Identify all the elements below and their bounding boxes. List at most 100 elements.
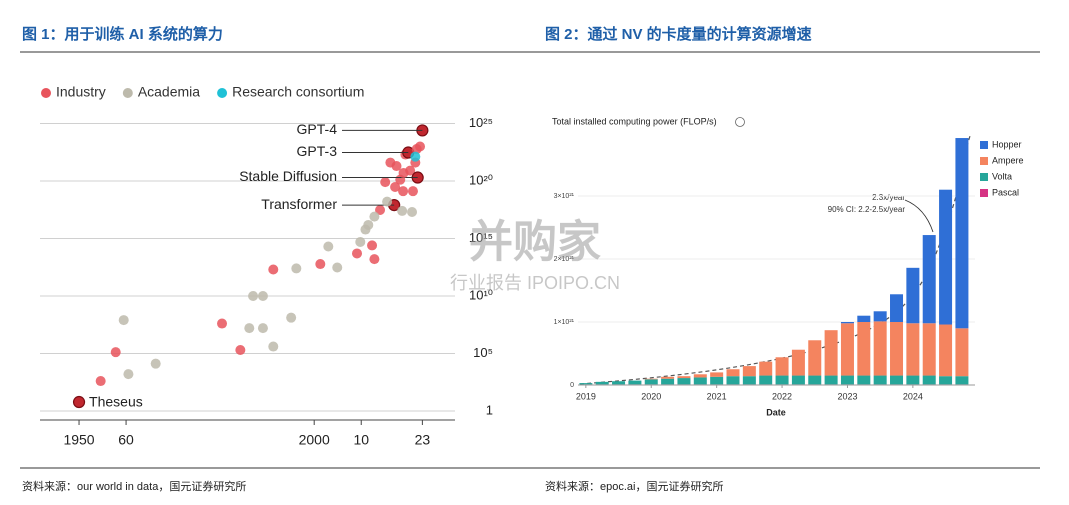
legend-swatch — [980, 141, 988, 149]
bar-segment — [922, 235, 936, 324]
y-tick-label: 1 — [486, 402, 493, 417]
legend-label: Ampere — [992, 155, 1024, 165]
point — [123, 369, 134, 380]
point — [351, 248, 362, 259]
bar-segment — [873, 321, 887, 376]
watermark-text: 并购家 — [469, 218, 601, 267]
point — [257, 323, 268, 334]
y-tick-label: 2×10²¹ — [554, 256, 575, 263]
legend-label: Research consortium — [232, 84, 364, 100]
bar-segment — [661, 376, 675, 379]
bar-segment — [808, 340, 822, 376]
bar-segment — [840, 375, 854, 385]
point — [407, 207, 418, 218]
bar-segment — [873, 311, 887, 322]
point — [367, 240, 378, 251]
x-tick-label: 2024 — [903, 391, 923, 401]
bar-segment — [710, 376, 724, 385]
bar-segment — [693, 374, 707, 378]
bar-segment — [906, 375, 920, 385]
point — [257, 290, 268, 301]
point — [390, 182, 401, 193]
legend-label: Volta — [992, 171, 1012, 181]
bar-segment — [775, 357, 789, 376]
point — [415, 141, 426, 152]
bar-segment — [939, 376, 953, 385]
y-tick-label: 3×10²¹ — [554, 193, 575, 200]
point — [332, 262, 343, 273]
x-tick-label: 2020 — [641, 391, 661, 401]
bar-segment — [922, 323, 936, 376]
bar-segment — [824, 375, 838, 385]
x-tick-label: 2021 — [707, 391, 727, 401]
x-tick-label: 2022 — [772, 391, 792, 401]
point — [110, 347, 121, 358]
bar-segment — [644, 379, 658, 385]
watermark: 并购家 行业报告 IPOIPO.CN — [450, 218, 620, 293]
bar-segment — [906, 267, 920, 324]
annotation-arrow — [904, 199, 934, 233]
source-note: 资料来源：epoc.ai，国元证券研究所 — [545, 479, 723, 493]
figure-title: 图 1：用于训练 AI 系统的算力 — [22, 25, 223, 43]
bar-segment — [595, 381, 609, 385]
bar-segment — [890, 294, 904, 322]
bar-segment — [939, 189, 953, 325]
bar-segment — [759, 361, 773, 376]
point — [286, 312, 297, 323]
point-label: GPT-4 — [297, 121, 338, 137]
legend-swatch — [980, 189, 988, 197]
x-axis-label: Date — [766, 407, 786, 417]
y-tick-label: 1×10²¹ — [554, 319, 575, 326]
bar-segment — [791, 375, 805, 385]
y-tick-label: 10⁵ — [473, 345, 493, 360]
bar-segment — [857, 315, 871, 322]
x-tick-label: 2023 — [837, 391, 857, 401]
legend-label: Hopper — [992, 139, 1022, 149]
legend-label: Industry — [56, 84, 106, 100]
bar-segment — [775, 375, 789, 385]
point — [363, 219, 374, 230]
legend-label: Academia — [138, 84, 200, 100]
point — [398, 167, 409, 178]
bar-segment — [922, 375, 936, 385]
legend-marker — [41, 88, 51, 98]
x-tick-label: 1950 — [63, 432, 94, 448]
bar-segment — [939, 324, 953, 377]
annotation: 90% CI: 2.2-2.5x/year — [828, 205, 906, 214]
y-tick-label: 10¹⁰ — [469, 287, 493, 302]
x-tick-label: 2000 — [299, 432, 330, 448]
y-tick-label: 10²⁰ — [469, 172, 493, 187]
point — [369, 211, 380, 222]
point-label: Stable Diffusion — [239, 168, 337, 184]
bar-segment — [955, 138, 969, 329]
legend-marker — [122, 88, 133, 98]
figure-title: 图 2：通过 NV 的卡度量的计算资源增速 — [545, 25, 812, 43]
legend-label: Pascal — [992, 187, 1019, 197]
point-label: Transformer — [261, 196, 337, 212]
point — [323, 241, 334, 252]
point — [380, 177, 391, 188]
bar-segment — [808, 375, 822, 385]
bar-segment — [579, 383, 593, 385]
point-label: GPT-3 — [297, 143, 338, 159]
point — [244, 323, 255, 334]
point — [291, 263, 302, 274]
point — [235, 345, 246, 356]
bar-segment — [742, 376, 756, 385]
bar-segment — [644, 378, 658, 380]
annotation: 2.3x/year — [872, 193, 905, 202]
bar-segment — [857, 375, 871, 385]
bar-segment — [906, 323, 920, 376]
source-note: 资料来源：our world in data，国元证券研究所 — [22, 479, 246, 493]
bar-segment — [661, 378, 675, 385]
bar-segment — [726, 376, 740, 385]
point — [375, 205, 386, 216]
point — [248, 290, 259, 301]
bar-segment — [890, 322, 904, 376]
bar-segment — [726, 369, 740, 377]
bar-segment — [628, 380, 642, 385]
y-tick-label: 10¹⁵ — [469, 230, 493, 245]
point — [268, 264, 279, 275]
point — [369, 254, 380, 265]
